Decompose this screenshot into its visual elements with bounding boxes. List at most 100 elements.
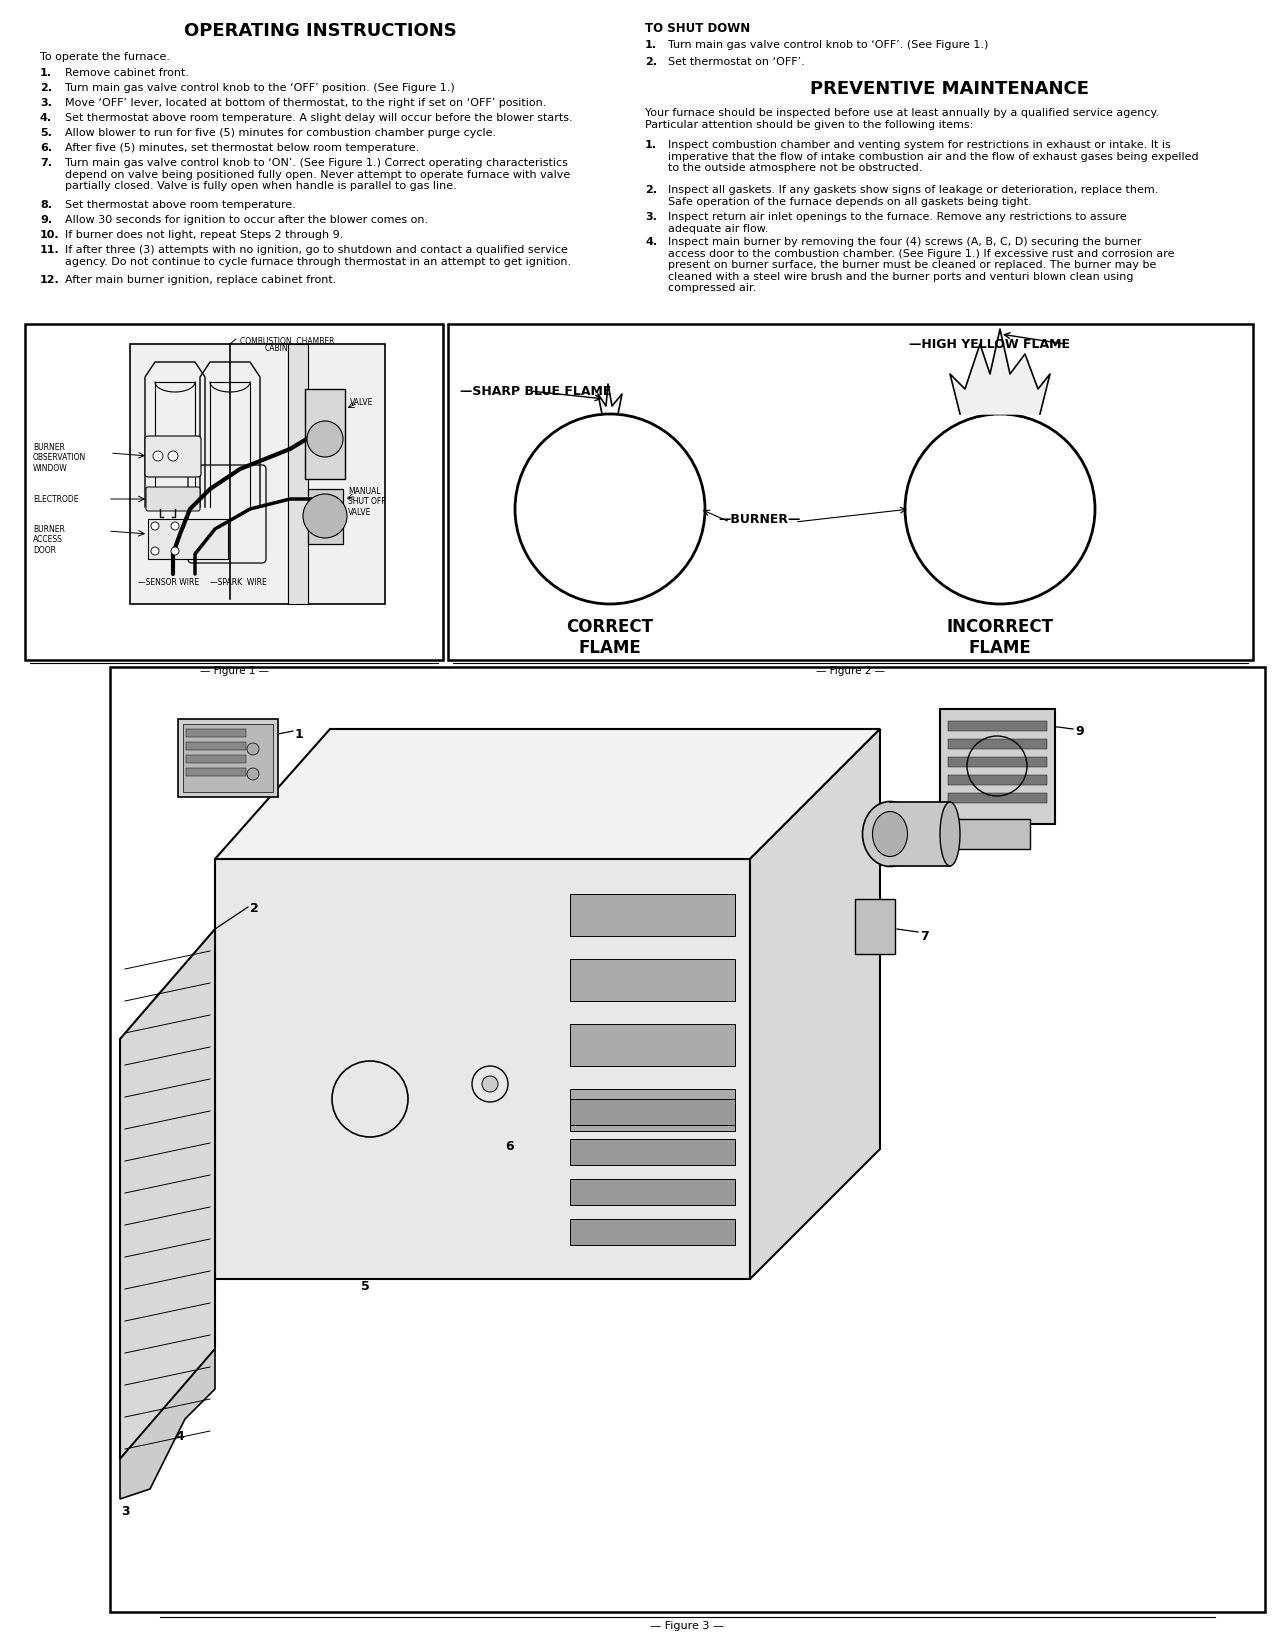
Bar — [570, 1089, 734, 1131]
Text: Allow blower to run for five (5) minutes for combustion chamber purge cycle.: Allow blower to run for five (5) minutes… — [65, 129, 496, 138]
Text: 2: 2 — [250, 901, 259, 915]
Text: To operate the furnace.: To operate the furnace. — [40, 53, 170, 63]
Text: Turn main gas valve control knob to the ‘OFF’ position. (See Figure 1.): Turn main gas valve control knob to the … — [65, 82, 455, 92]
Text: 4: 4 — [175, 1429, 184, 1442]
Bar — [305, 391, 346, 480]
Bar — [856, 900, 895, 954]
Text: —HIGH YELLOW FLAME: —HIGH YELLOW FLAME — [909, 338, 1070, 351]
Text: 1.: 1. — [645, 40, 657, 49]
Text: Allow 30 seconds for ignition to occur after the blower comes on.: Allow 30 seconds for ignition to occur a… — [65, 214, 428, 224]
Bar — [179, 720, 278, 798]
Polygon shape — [215, 730, 880, 860]
Text: 8.: 8. — [40, 199, 52, 209]
Text: Turn main gas valve control knob to ‘ON’. (See Figure 1.) Correct operating char: Turn main gas valve control knob to ‘ON’… — [65, 158, 570, 191]
Text: Inspect all gaskets. If any gaskets show signs of leakage or deterioration, repl: Inspect all gaskets. If any gaskets show… — [668, 185, 1159, 206]
Text: Inspect main burner by removing the four (4) screws (A, B, C, D) securing the bu: Inspect main burner by removing the four… — [668, 237, 1174, 293]
Text: — Figure 2 —: — Figure 2 — — [816, 666, 885, 676]
Text: 9.: 9. — [40, 214, 52, 224]
Bar — [186, 730, 246, 738]
Text: 8: 8 — [1010, 809, 1019, 822]
Bar — [570, 1180, 734, 1205]
Text: 2.: 2. — [645, 185, 657, 194]
Bar — [448, 325, 1253, 661]
Text: —SENSOR WIRE: —SENSOR WIRE — [138, 578, 199, 587]
Text: —BURNER—: —BURNER— — [719, 513, 801, 526]
Text: Set thermostat above room temperature. A slight delay will occur before the blow: Set thermostat above room temperature. A… — [65, 114, 572, 124]
Circle shape — [171, 547, 179, 555]
Text: 11.: 11. — [40, 246, 60, 255]
Circle shape — [150, 522, 159, 531]
Text: CABINET: CABINET — [265, 344, 298, 353]
Text: 2.: 2. — [645, 58, 657, 68]
Text: —SHARP BLUE FLAME: —SHARP BLUE FLAME — [460, 384, 612, 397]
Text: TO SHUT DOWN: TO SHUT DOWN — [645, 21, 750, 35]
FancyBboxPatch shape — [145, 437, 201, 478]
Text: CORRECT
FLAME: CORRECT FLAME — [566, 618, 654, 656]
Polygon shape — [750, 730, 880, 1279]
Circle shape — [247, 768, 259, 781]
Bar — [184, 725, 273, 793]
Bar — [570, 1025, 734, 1066]
Text: — Figure 1 —: — Figure 1 — — [199, 666, 269, 676]
Bar — [945, 819, 1030, 849]
Text: After five (5) minutes, set thermostat below room temperature.: After five (5) minutes, set thermostat b… — [65, 143, 419, 153]
Text: 3.: 3. — [40, 97, 52, 107]
Text: Move ‘OFF’ lever, located at bottom of thermostat, to the right if set on ‘OFF’ : Move ‘OFF’ lever, located at bottom of t… — [65, 97, 547, 107]
Text: 1: 1 — [295, 727, 303, 740]
Text: If after three (3) attempts with no ignition, go to shutdown and contact a quali: If after three (3) attempts with no igni… — [65, 246, 571, 267]
Circle shape — [168, 452, 179, 461]
Text: Turn main gas valve control knob to ‘OFF’. (See Figure 1.): Turn main gas valve control knob to ‘OFF… — [668, 40, 988, 49]
Text: VALVE: VALVE — [351, 397, 374, 407]
Polygon shape — [120, 929, 215, 1458]
Text: MANUAL
SHUT OFF
VALVE: MANUAL SHUT OFF VALVE — [348, 486, 385, 516]
Polygon shape — [215, 860, 750, 1279]
Bar — [570, 1220, 734, 1246]
Bar — [186, 768, 246, 776]
Text: Inspect combustion chamber and venting system for restrictions in exhaust or int: Inspect combustion chamber and venting s… — [668, 140, 1198, 173]
Circle shape — [247, 743, 259, 755]
Bar — [288, 344, 309, 605]
Text: Your furnace should be inspected before use at least annually by a qualified ser: Your furnace should be inspected before … — [645, 107, 1159, 130]
Circle shape — [153, 452, 163, 461]
Text: 7.: 7. — [40, 158, 52, 168]
Ellipse shape — [862, 803, 918, 867]
Bar — [949, 740, 1047, 750]
Bar — [949, 776, 1047, 786]
Text: BURNER
OBSERVATION
WINDOW: BURNER OBSERVATION WINDOW — [33, 443, 87, 473]
Polygon shape — [120, 1350, 215, 1500]
Text: INCORRECT
FLAME: INCORRECT FLAME — [946, 618, 1053, 656]
Circle shape — [303, 494, 347, 539]
Text: BURNER
ACCESS
DOOR: BURNER ACCESS DOOR — [33, 524, 65, 554]
Polygon shape — [950, 330, 1051, 415]
Bar — [570, 1099, 734, 1126]
Bar — [110, 667, 1265, 1612]
Text: 6.: 6. — [40, 143, 52, 153]
Text: 1.: 1. — [645, 140, 657, 150]
Text: 1.: 1. — [40, 68, 52, 77]
Ellipse shape — [872, 812, 908, 857]
Bar — [186, 755, 246, 763]
Text: 4.: 4. — [645, 237, 657, 247]
Text: 6: 6 — [505, 1139, 514, 1152]
Bar — [148, 519, 228, 560]
Text: OPERATING INSTRUCTIONS: OPERATING INSTRUCTIONS — [184, 21, 456, 40]
Text: COMBUSTION  CHAMBER: COMBUSTION CHAMBER — [240, 336, 334, 346]
Text: 3.: 3. — [645, 213, 657, 222]
FancyBboxPatch shape — [147, 488, 200, 511]
Bar — [949, 758, 1047, 768]
Bar — [890, 803, 950, 867]
Text: 5.: 5. — [40, 129, 52, 138]
Text: Remove cabinet front.: Remove cabinet front. — [65, 68, 189, 77]
Bar — [949, 722, 1047, 732]
Bar — [26, 325, 442, 661]
Text: PREVENTIVE MAINTENANCE: PREVENTIVE MAINTENANCE — [811, 81, 1090, 97]
Text: Set thermostat above room temperature.: Set thermostat above room temperature. — [65, 199, 296, 209]
Bar — [940, 710, 1054, 824]
Text: 4.: 4. — [40, 114, 52, 124]
Text: —SPARK  WIRE: —SPARK WIRE — [210, 578, 266, 587]
Bar — [949, 794, 1047, 804]
Text: If burner does not light, repeat Steps 2 through 9.: If burner does not light, repeat Steps 2… — [65, 229, 343, 241]
Text: 9: 9 — [1075, 725, 1084, 738]
Circle shape — [307, 422, 343, 458]
Bar — [570, 959, 734, 1002]
